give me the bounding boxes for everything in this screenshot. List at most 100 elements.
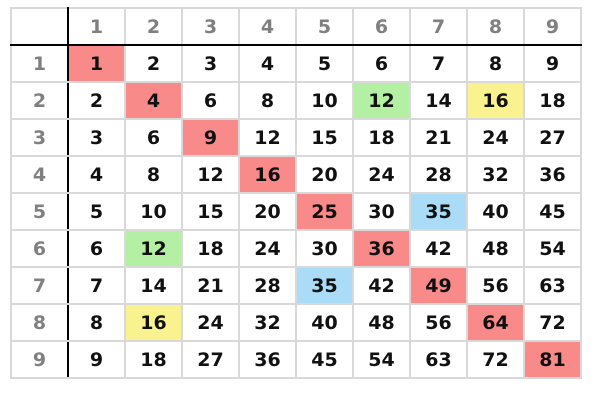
product-cell: 5	[295, 44, 354, 83]
product-cell: 12	[181, 155, 240, 194]
row-header: 7	[10, 266, 69, 305]
multiplication-table: 1 2 3 4 5 6 7 8 9 1 1 2 3 4 5 6 7 8 9 2 2 4 6 8 10 12 14 16 18 3 3 6 9 12…	[10, 7, 582, 379]
product-cell: 18	[124, 340, 183, 379]
product-cell: 4	[238, 44, 297, 83]
product-cell: 10	[124, 192, 183, 231]
product-cell: 2	[67, 81, 126, 120]
column-header: 7	[409, 7, 468, 46]
column-header: 5	[295, 7, 354, 46]
table-row: 5 5 10 15 20 25 30 35 40 45	[10, 192, 582, 231]
product-cell: 18	[523, 81, 582, 120]
product-cell: 21	[181, 266, 240, 305]
highlighted-product-cell: 12	[124, 229, 183, 268]
product-cell: 7	[409, 44, 468, 83]
highlighted-product-cell: 16	[238, 155, 297, 194]
product-cell: 54	[523, 229, 582, 268]
table-row: 9 9 18 27 36 45 54 63 72 81	[10, 340, 582, 379]
product-cell: 6	[67, 229, 126, 268]
product-cell: 14	[124, 266, 183, 305]
product-cell: 28	[238, 266, 297, 305]
highlighted-product-cell: 9	[181, 118, 240, 157]
product-cell: 3	[67, 118, 126, 157]
product-cell: 8	[238, 81, 297, 120]
product-cell: 3	[181, 44, 240, 83]
product-cell: 9	[67, 340, 126, 379]
product-cell: 9	[523, 44, 582, 83]
product-cell: 7	[67, 266, 126, 305]
row-header: 9	[10, 340, 69, 379]
product-cell: 5	[67, 192, 126, 231]
product-cell: 6	[124, 118, 183, 157]
product-cell: 36	[238, 340, 297, 379]
column-header: 3	[181, 7, 240, 46]
row-header: 3	[10, 118, 69, 157]
product-cell: 72	[523, 303, 582, 342]
column-header: 6	[352, 7, 411, 46]
product-cell: 14	[409, 81, 468, 120]
product-cell: 8	[124, 155, 183, 194]
highlighted-product-cell: 12	[352, 81, 411, 120]
product-cell: 56	[409, 303, 468, 342]
row-header: 2	[10, 81, 69, 120]
product-cell: 27	[181, 340, 240, 379]
highlighted-product-cell: 25	[295, 192, 354, 231]
product-cell: 15	[295, 118, 354, 157]
product-cell: 27	[523, 118, 582, 157]
product-cell: 15	[181, 192, 240, 231]
product-cell: 63	[409, 340, 468, 379]
row-header: 5	[10, 192, 69, 231]
column-header: 2	[124, 7, 183, 46]
row-header: 4	[10, 155, 69, 194]
product-cell: 32	[238, 303, 297, 342]
product-cell: 72	[466, 340, 525, 379]
product-cell: 32	[466, 155, 525, 194]
product-cell: 8	[67, 303, 126, 342]
product-cell: 40	[466, 192, 525, 231]
highlighted-product-cell: 35	[409, 192, 468, 231]
column-header: 4	[238, 7, 297, 46]
product-cell: 30	[295, 229, 354, 268]
table-row: 4 4 8 12 16 20 24 28 32 36	[10, 155, 582, 194]
highlighted-product-cell: 16	[124, 303, 183, 342]
highlighted-product-cell: 81	[523, 340, 582, 379]
highlighted-product-cell: 1	[67, 44, 126, 83]
product-cell: 8	[466, 44, 525, 83]
table-row: 7 7 14 21 28 35 42 49 56 63	[10, 266, 582, 305]
product-cell: 2	[124, 44, 183, 83]
product-cell: 20	[295, 155, 354, 194]
highlighted-product-cell: 36	[352, 229, 411, 268]
product-cell: 54	[352, 340, 411, 379]
product-cell: 40	[295, 303, 354, 342]
product-cell: 24	[466, 118, 525, 157]
product-cell: 63	[523, 266, 582, 305]
product-cell: 42	[409, 229, 468, 268]
product-cell: 18	[352, 118, 411, 157]
product-cell: 4	[67, 155, 126, 194]
product-cell: 48	[352, 303, 411, 342]
product-cell: 21	[409, 118, 468, 157]
table-row: 8 8 16 24 32 40 48 56 64 72	[10, 303, 582, 342]
table-row: 3 3 6 9 12 15 18 21 24 27	[10, 118, 582, 157]
product-cell: 45	[295, 340, 354, 379]
product-cell: 42	[352, 266, 411, 305]
row-header: 1	[10, 44, 69, 83]
corner-cell	[10, 7, 69, 46]
highlighted-product-cell: 64	[466, 303, 525, 342]
product-cell: 18	[181, 229, 240, 268]
product-cell: 24	[181, 303, 240, 342]
product-cell: 20	[238, 192, 297, 231]
product-cell: 28	[409, 155, 468, 194]
product-cell: 24	[352, 155, 411, 194]
table-row: 6 6 12 18 24 30 36 42 48 54	[10, 229, 582, 268]
product-cell: 56	[466, 266, 525, 305]
product-cell: 48	[466, 229, 525, 268]
product-cell: 45	[523, 192, 582, 231]
column-header: 1	[67, 7, 126, 46]
row-header: 8	[10, 303, 69, 342]
column-header: 9	[523, 7, 582, 46]
highlighted-product-cell: 49	[409, 266, 468, 305]
highlighted-product-cell: 35	[295, 266, 354, 305]
product-cell: 6	[352, 44, 411, 83]
